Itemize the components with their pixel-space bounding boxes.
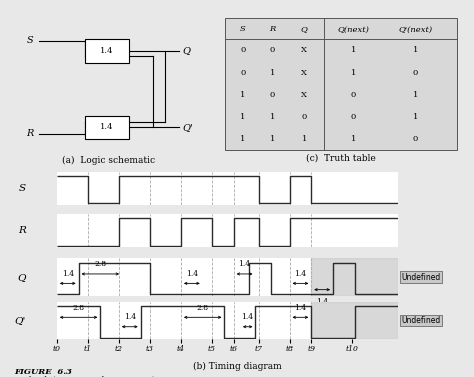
Text: 1: 1 bbox=[412, 113, 418, 121]
Text: 1.4: 1.4 bbox=[294, 303, 307, 312]
Text: 1: 1 bbox=[240, 113, 246, 121]
Text: 0: 0 bbox=[240, 69, 246, 77]
Text: (a)  Logic schematic: (a) Logic schematic bbox=[63, 156, 155, 166]
Text: Q: Q bbox=[18, 273, 26, 282]
Text: (c)  Truth table: (c) Truth table bbox=[306, 153, 376, 162]
Text: 2.8: 2.8 bbox=[197, 303, 209, 312]
Text: Q(next): Q(next) bbox=[337, 25, 370, 33]
Text: 1.4: 1.4 bbox=[316, 297, 328, 305]
Text: Q': Q' bbox=[15, 316, 26, 325]
Text: 1: 1 bbox=[351, 46, 356, 54]
Text: S: S bbox=[19, 184, 26, 193]
Text: Undefined: Undefined bbox=[401, 273, 441, 282]
Text: 1.4: 1.4 bbox=[238, 260, 251, 268]
Text: 1.4: 1.4 bbox=[100, 123, 114, 131]
Text: 1: 1 bbox=[240, 91, 246, 99]
Text: 0: 0 bbox=[301, 113, 307, 121]
Text: 0: 0 bbox=[240, 46, 246, 54]
Text: S: S bbox=[27, 37, 33, 46]
Text: 1: 1 bbox=[270, 135, 275, 143]
Bar bbox=[226, 18, 457, 150]
Text: 1.4: 1.4 bbox=[242, 313, 254, 321]
Text: Q: Q bbox=[301, 25, 308, 33]
Text: 0: 0 bbox=[412, 135, 418, 143]
Text: 1: 1 bbox=[351, 69, 356, 77]
Text: 1.4: 1.4 bbox=[62, 270, 74, 278]
Text: 0: 0 bbox=[270, 91, 275, 99]
Text: (b) Timing diagram: (b) Timing diagram bbox=[192, 362, 282, 371]
Bar bbox=[311, 302, 398, 339]
Text: 0: 0 bbox=[351, 91, 356, 99]
Text: 1: 1 bbox=[412, 91, 418, 99]
Text: 1: 1 bbox=[351, 135, 356, 143]
Text: 1: 1 bbox=[412, 46, 418, 54]
Text: 1: 1 bbox=[301, 135, 307, 143]
Bar bbox=[85, 39, 129, 63]
Text: 0: 0 bbox=[412, 69, 418, 77]
Text: X: X bbox=[301, 69, 307, 77]
Text: R: R bbox=[18, 226, 26, 235]
Bar bbox=[85, 116, 129, 139]
Text: 2.8: 2.8 bbox=[94, 260, 106, 268]
Text: 1: 1 bbox=[270, 113, 275, 121]
Text: Undefined: Undefined bbox=[401, 316, 441, 325]
Text: X: X bbox=[301, 46, 307, 54]
Text: X: X bbox=[301, 91, 307, 99]
Text: S: S bbox=[240, 25, 246, 33]
Text: 1: 1 bbox=[240, 135, 246, 143]
Text: 1.4: 1.4 bbox=[294, 270, 307, 278]
Text: 0: 0 bbox=[351, 113, 356, 121]
Text: Q': Q' bbox=[182, 123, 193, 132]
Bar bbox=[311, 258, 398, 296]
Text: 1.4: 1.4 bbox=[100, 47, 114, 55]
Text: 2.8: 2.8 bbox=[73, 303, 85, 312]
Text: 1: 1 bbox=[270, 69, 275, 77]
Text: Q: Q bbox=[182, 46, 191, 55]
Text: R: R bbox=[26, 129, 33, 138]
Text: Q'(next): Q'(next) bbox=[398, 25, 432, 33]
Text: R: R bbox=[269, 25, 275, 33]
Text: SR latch (NAND implementation).: SR latch (NAND implementation). bbox=[14, 376, 158, 377]
Text: 0: 0 bbox=[270, 46, 275, 54]
Text: 1.4: 1.4 bbox=[124, 313, 136, 321]
Text: FIGURE  6.3: FIGURE 6.3 bbox=[14, 368, 72, 376]
Text: 1.4: 1.4 bbox=[186, 270, 198, 278]
